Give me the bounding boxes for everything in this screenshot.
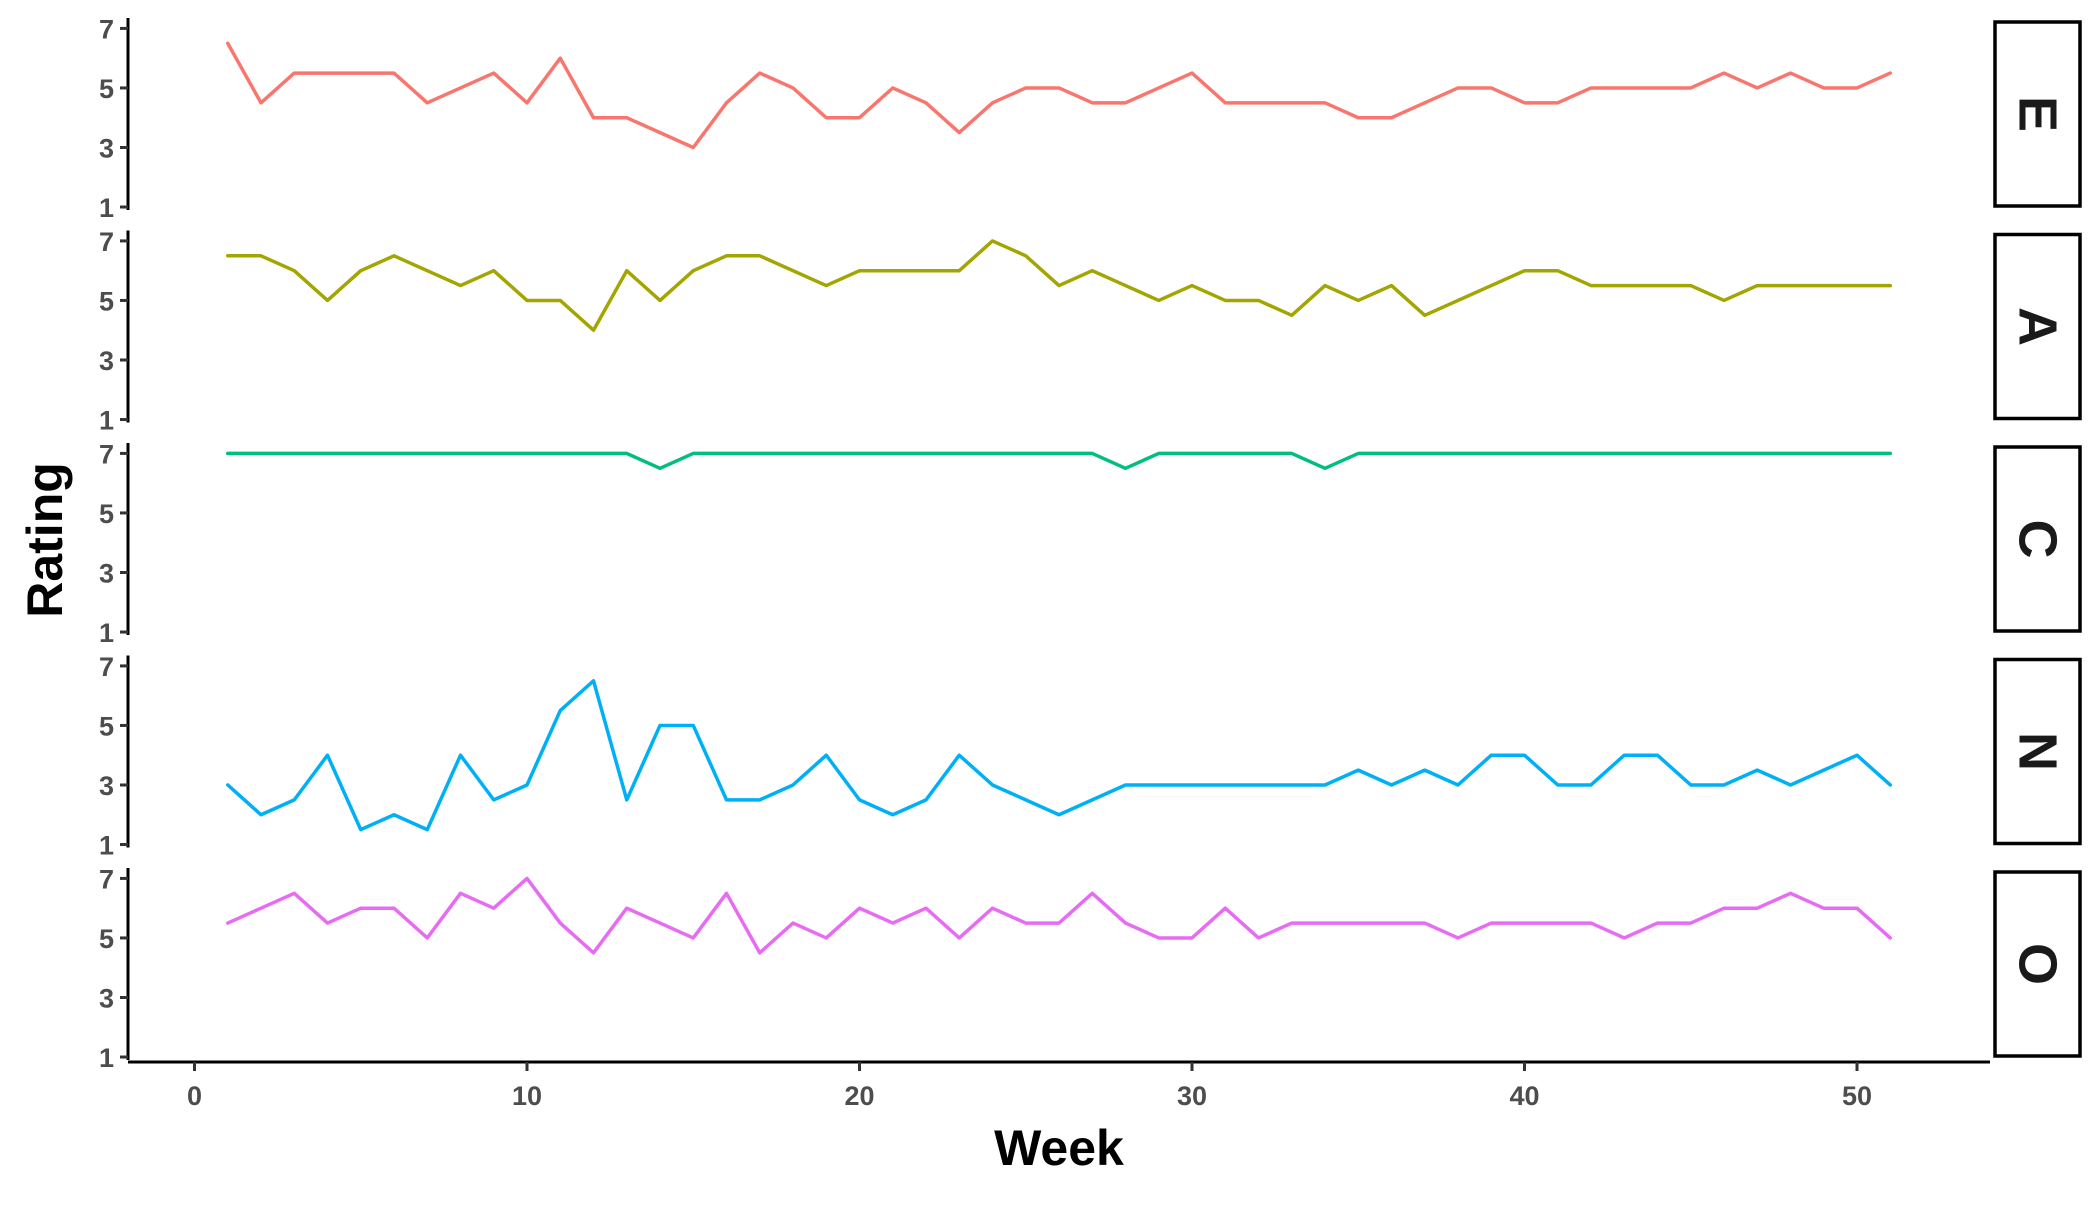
y-tick-label: 5: [99, 286, 114, 316]
y-tick-label: 1: [99, 618, 114, 648]
series-line-C: [226, 451, 1892, 471]
y-axis-title: Rating: [17, 462, 73, 618]
y-tick-label: 1: [99, 1043, 114, 1073]
y-tick-label: 1: [99, 406, 114, 436]
x-tick-label: 50: [1842, 1081, 1872, 1111]
panel-C: 1 3 5 7 C: [99, 439, 2082, 648]
x-tick-label: 40: [1509, 1081, 1539, 1111]
y-tick-label: 1: [99, 831, 114, 861]
y-tick-label: 7: [99, 652, 114, 682]
y-tick-label: 5: [99, 499, 114, 529]
y-tick-label: 7: [99, 14, 114, 44]
strip-label-E: E: [2008, 96, 2068, 132]
series-line-N: [226, 679, 1892, 832]
x-tick-label: 0: [187, 1081, 202, 1111]
strip-box-N: [1993, 657, 2082, 846]
y-tick-label: 3: [99, 983, 114, 1013]
y-tick-label: 3: [99, 771, 114, 801]
x-axis: 0 10 20 30 40 50: [128, 1060, 1990, 1111]
strip-label-O: O: [2008, 943, 2068, 985]
panels-layer: 1 3 5 7 E 1 3 5 7 A 1 3 5 7 C 1 3 5 7 N 1 3 5 7 O: [99, 14, 2082, 1073]
y-tick-label: 7: [99, 227, 114, 257]
y-tick-label: 5: [99, 711, 114, 741]
y-tick-label: 3: [99, 133, 114, 163]
strip-box-A: [1993, 232, 2082, 421]
y-tick-label: 1: [99, 193, 114, 223]
y-tick-label: 7: [99, 439, 114, 469]
strip-label-A: A: [2008, 307, 2068, 346]
x-tick-label: 30: [1177, 1081, 1207, 1111]
strip-box-E: [1993, 20, 2082, 208]
series-line-A: [226, 239, 1892, 332]
strip-box-O: [1993, 870, 2082, 1058]
y-tick-label: 5: [99, 924, 114, 954]
panel-A: 1 3 5 7 A: [99, 227, 2082, 436]
x-tick-label: 10: [512, 1081, 542, 1111]
y-tick-label: 5: [99, 74, 114, 104]
series-line-E: [226, 41, 1892, 150]
series-line-O: [226, 876, 1892, 955]
y-tick-label: 7: [99, 864, 114, 894]
strip-label-C: C: [2008, 520, 2068, 559]
x-tick-label: 20: [844, 1081, 874, 1111]
panel-E: 1 3 5 7 E: [99, 14, 2082, 223]
y-tick-label: 3: [99, 346, 114, 376]
panel-N: 1 3 5 7 N: [99, 652, 2082, 861]
x-axis-title: Week: [994, 1120, 1124, 1176]
strip-label-N: N: [2008, 732, 2068, 771]
panel-O: 1 3 5 7 O: [99, 864, 2082, 1073]
strip-box-C: [1993, 445, 2082, 633]
y-tick-label: 3: [99, 558, 114, 588]
